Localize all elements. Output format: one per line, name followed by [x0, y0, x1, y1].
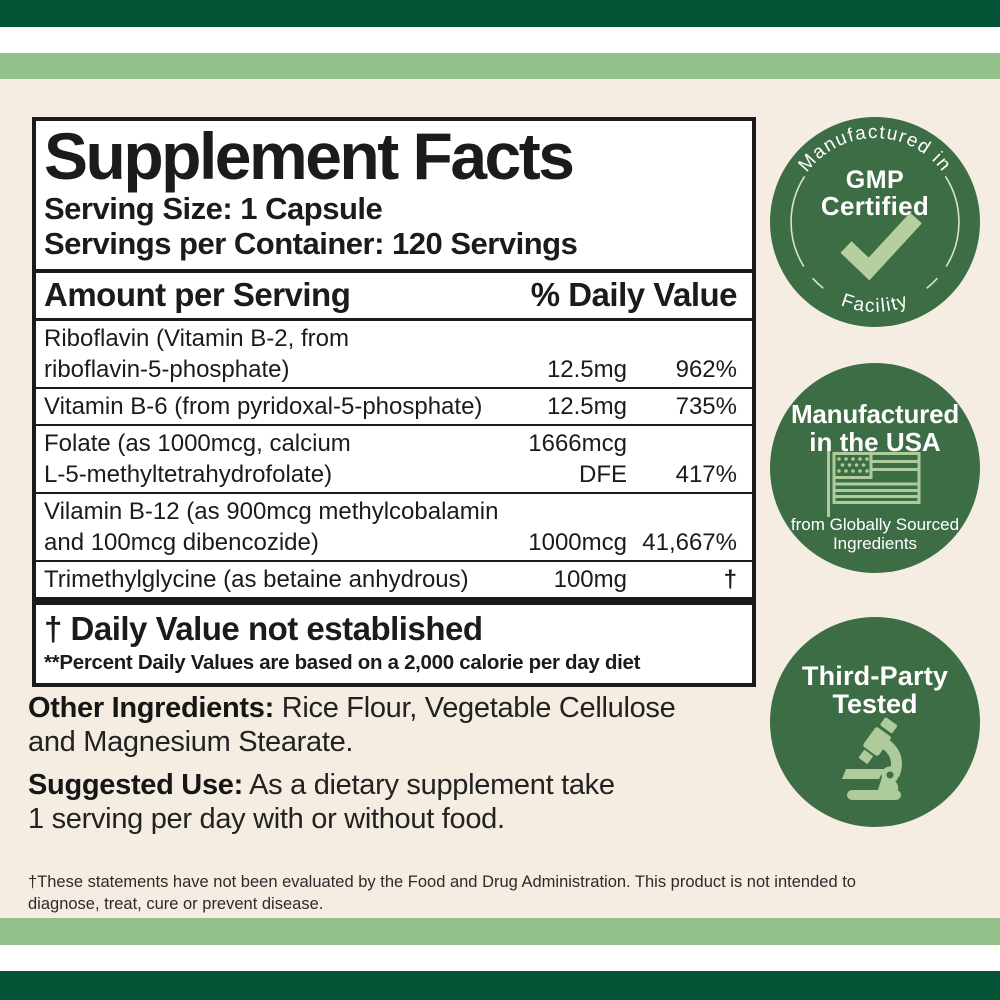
third-party-title-line2: Tested — [832, 689, 918, 719]
usa-badge-subtext-line1: from Globally Sourced — [790, 515, 960, 534]
fda-disclaimer: †These statements have not been evaluate… — [28, 872, 928, 916]
nutrient-amount: 1000mcg — [528, 529, 627, 556]
top-band-light — [0, 53, 1000, 79]
gmp-arc-bottom-text: Facility — [839, 290, 912, 317]
nutrient-dv: † — [723, 566, 737, 593]
col-amount-per-serving: Amount per Serving — [44, 276, 351, 313]
nutrient-name: and 100mcg dibencozide) — [44, 529, 319, 556]
top-band-dark — [0, 0, 1000, 27]
bottom-band-white — [0, 945, 1000, 971]
suggested-use-text-line1: As a dietary supplement take — [242, 769, 615, 801]
nutrient-name: Vitamin B-6 (from pyridoxal-5-phosphate) — [44, 393, 483, 420]
other-ingredients-label: Other Ingredients: — [28, 692, 274, 724]
nutrient-name: Trimethylglycine (as betaine anhydrous) — [44, 566, 469, 593]
bottom-band-dark — [0, 971, 1000, 1000]
top-band-white — [0, 27, 1000, 53]
badge-ring-arcs — [790, 175, 960, 289]
gmp-badge-graphic: Manufactured in Facility GMP Certified — [790, 122, 960, 317]
table-row: Riboflavin (Vitamin B-2, from riboflavin… — [36, 321, 752, 389]
table-row: Trimethylglycine (as betaine anhydrous) … — [36, 562, 752, 597]
table-row: Vilamin B-12 (as 900mcg methylcobalamin … — [36, 494, 752, 562]
flag-stars — [837, 457, 869, 473]
thick-divider — [36, 597, 752, 605]
gmp-text: GMP — [846, 166, 904, 194]
nutrient-amount: 12.5mg — [546, 393, 627, 420]
dv-not-established-note: † Daily Value not established — [44, 610, 483, 647]
servings-per-container: Servings per Container: 120 Servings — [44, 225, 578, 261]
suggested-use-label: Suggested Use: — [28, 769, 243, 801]
other-ingredients: Other Ingredients: Rice Flour, Vegetable… — [28, 692, 788, 760]
nutrient-dv: 735% — [675, 393, 737, 420]
suggested-use: Suggested Use: As a dietary supplement t… — [28, 769, 788, 837]
suggested-use-text-line2: 1 serving per day with or without food. — [28, 802, 505, 835]
facts-header: Supplement Facts Serving Size: 1 Capsule… — [36, 121, 752, 269]
nutrient-dv — [627, 323, 737, 354]
facts-title: Supplement Facts — [44, 119, 575, 193]
gmp-certified-badge: Manufactured in Facility GMP Certified — [770, 117, 980, 327]
nutrient-name: Riboflavin (Vitamin B-2, from — [44, 325, 349, 352]
nutrient-name: L-5-methyltetrahydrofolate) — [44, 461, 333, 488]
nutrient-dv: 417% — [675, 461, 737, 488]
nutrient-amount — [507, 323, 627, 354]
nutrient-name: riboflavin-5-phosphate) — [44, 356, 290, 383]
col-daily-value: % Daily Value — [530, 276, 738, 313]
percent-dv-note: **Percent Daily Values are based on a 2,… — [44, 651, 641, 674]
third-party-title-line1: Third-Party — [801, 661, 949, 691]
bottom-band-light — [0, 918, 1000, 945]
usa-badge-title-line1: Manufactured — [790, 399, 960, 429]
nutrient-amount — [507, 496, 627, 527]
third-party-tested-badge: Third-Party Tested — [770, 617, 980, 827]
facts-column-headers: Amount per Serving % Daily Value — [36, 269, 752, 321]
nutrient-name: Vilamin B-12 (as 900mcg methylcobalamin — [44, 498, 499, 525]
nutrient-name: Folate (as 1000mcg, calcium — [44, 430, 351, 457]
serving-size: Serving Size: 1 Capsule — [44, 190, 383, 226]
nutrient-amount: 100mg — [553, 566, 627, 593]
table-row: Vitamin B-6 (from pyridoxal-5-phosphate)… — [36, 389, 752, 426]
nutrient-dv — [627, 496, 737, 527]
nutrient-amount: 12.5mg — [546, 356, 627, 383]
nutrient-dv — [627, 428, 737, 459]
nutrient-dv: 962% — [675, 356, 737, 383]
supplement-facts-panel: Supplement Facts Serving Size: 1 Capsule… — [32, 117, 756, 687]
made-in-usa-badge: Manufactured in the USA from Globally So… — [770, 363, 980, 573]
fda-disclaimer-line1: †These statements have not been evaluate… — [28, 873, 856, 891]
checkmark-icon — [840, 212, 922, 281]
table-row: Folate (as 1000mcg, calcium 1666mcg L-5-… — [36, 426, 752, 494]
fda-disclaimer-line2: diagnose, treat, cure or prevent disease… — [28, 894, 324, 913]
other-ingredients-text-line1: Rice Flour, Vegetable Cellulose — [273, 692, 676, 724]
microscope-icon — [842, 717, 902, 800]
usa-badge-subtext-line2: Ingredients — [832, 534, 918, 553]
facts-footnotes: † Daily Value not established **Percent … — [36, 605, 752, 683]
usa-flag-icon — [827, 451, 921, 517]
nutrient-amount: DFE — [579, 461, 627, 488]
nutrient-dv: 41,667% — [642, 529, 737, 556]
nutrient-amount: 1666mcg — [528, 430, 627, 457]
other-ingredients-text-line2: and Magnesium Stearate. — [28, 725, 354, 758]
